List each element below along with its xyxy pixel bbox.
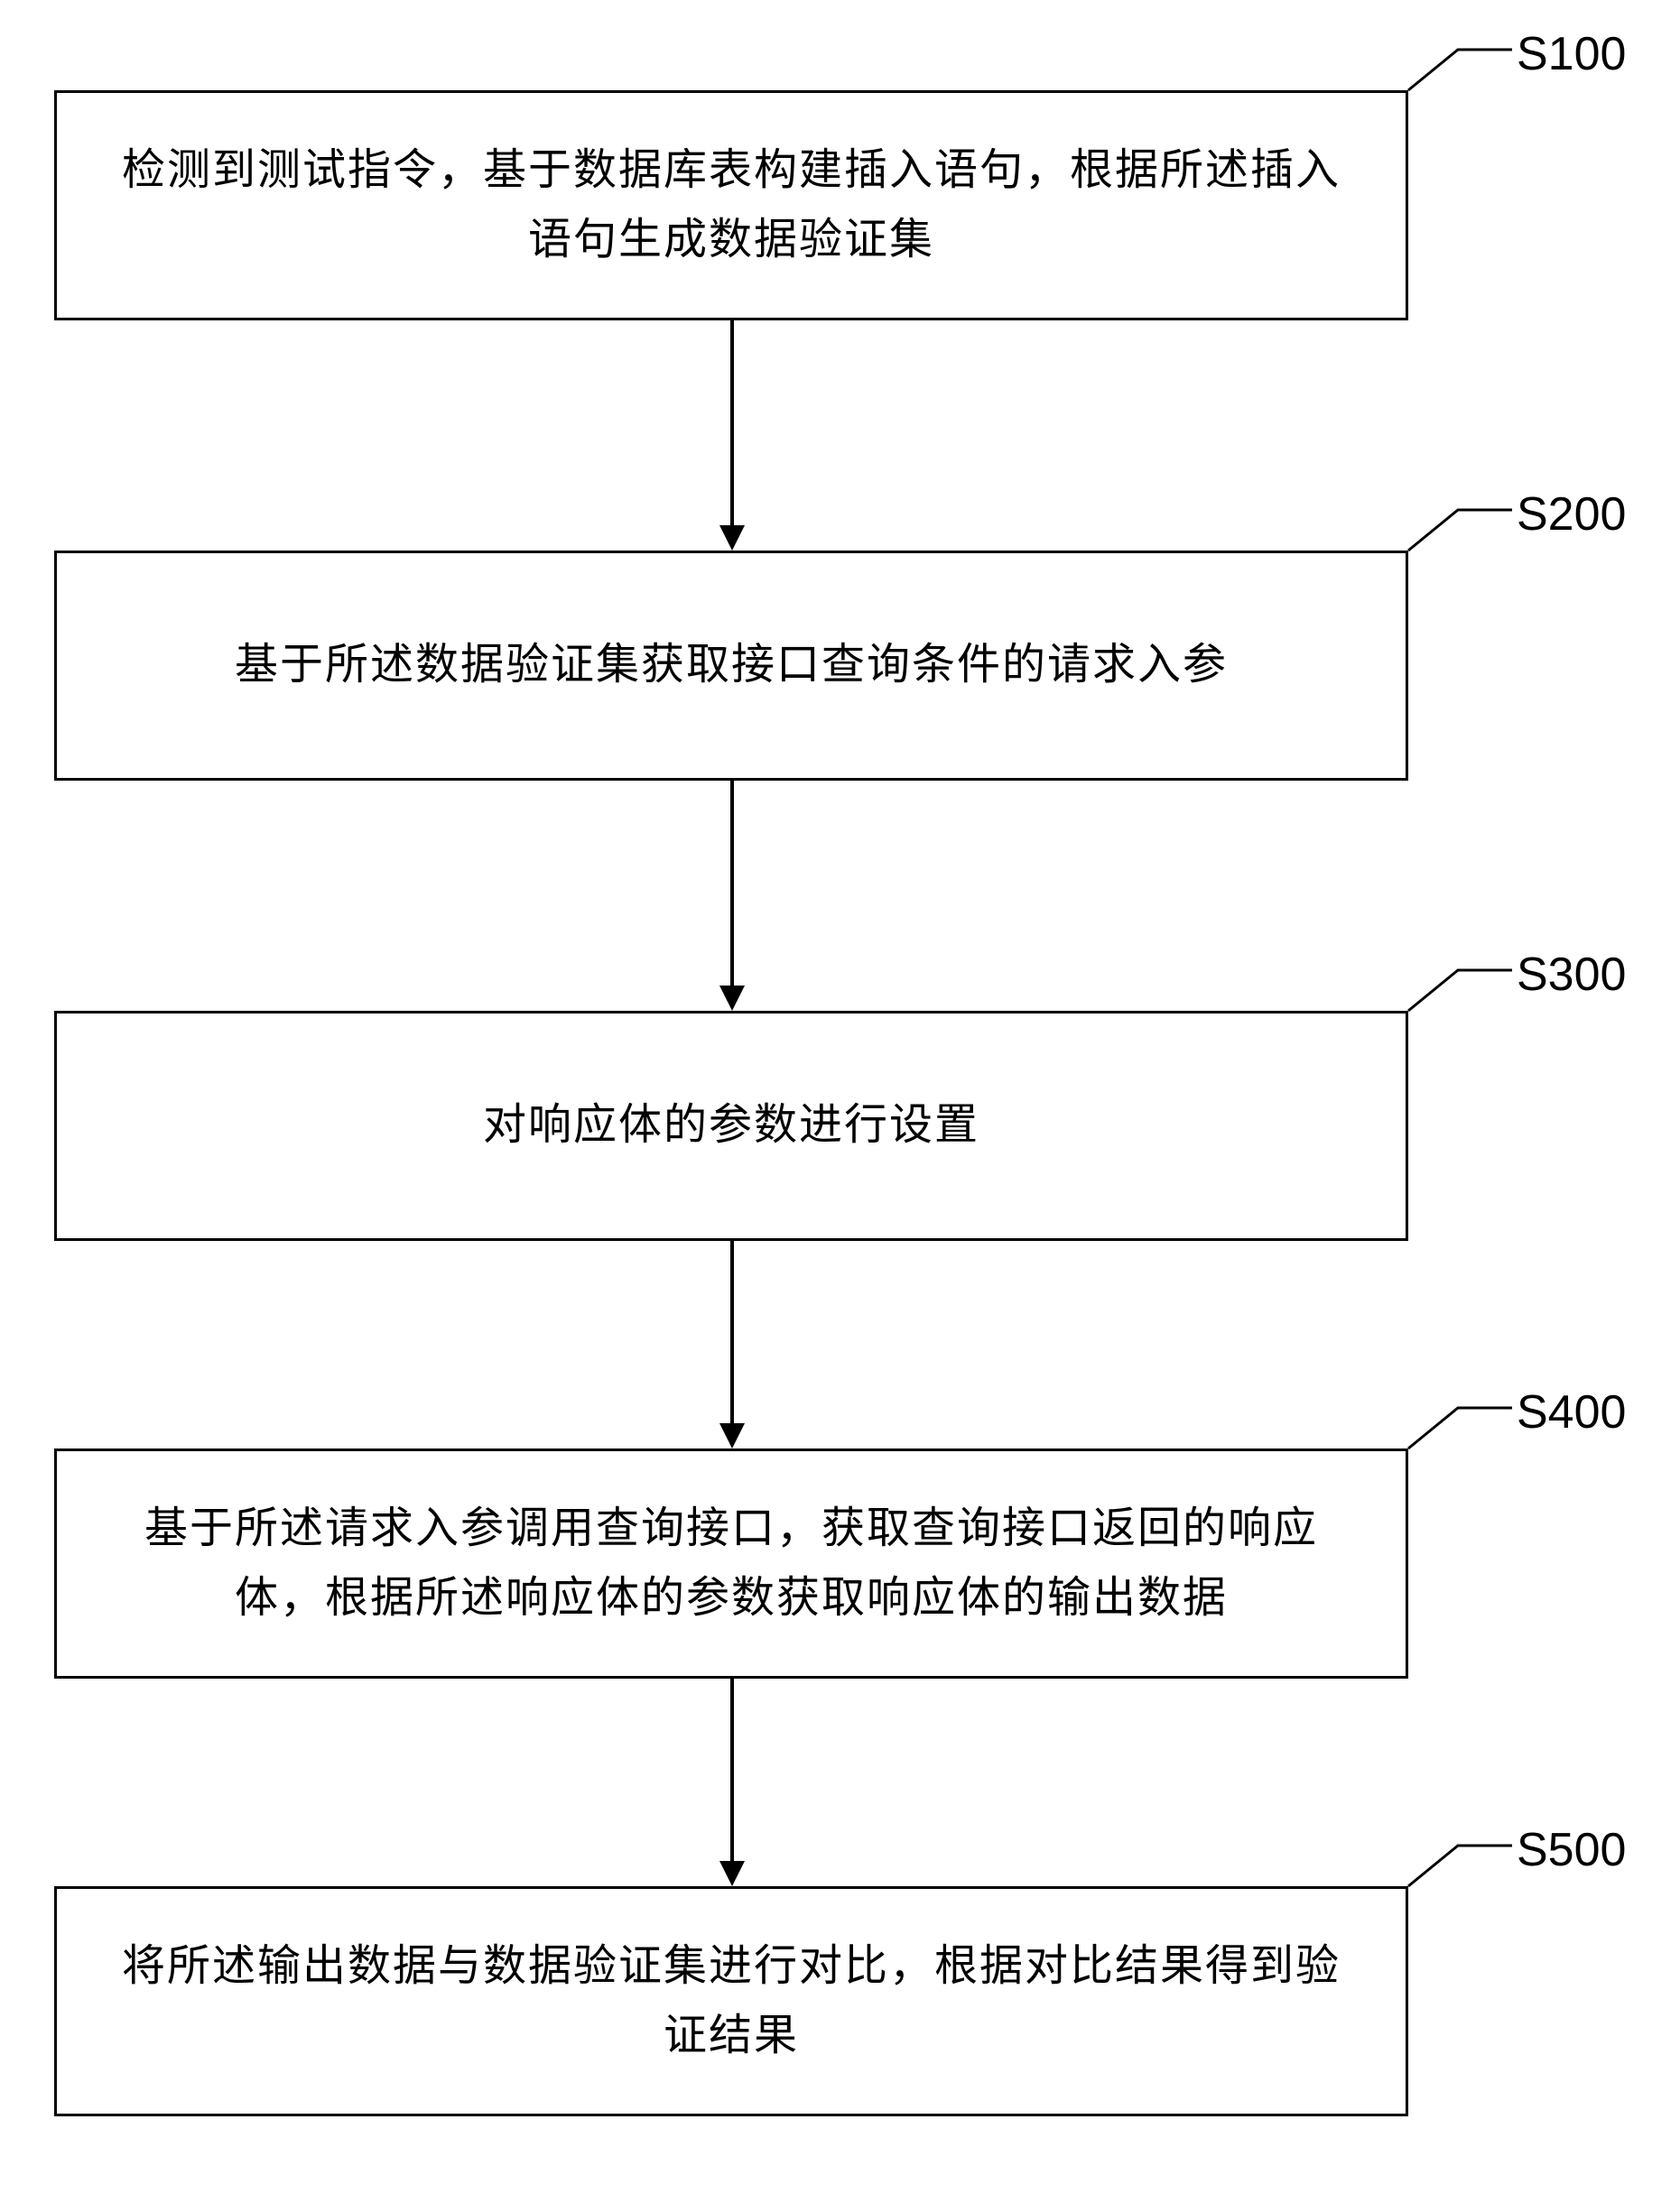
arrowhead-icon [719, 986, 745, 1011]
step-text: 基于所述数据验证集获取接口查询条件的请求入参 [235, 631, 1228, 700]
step-label-s500: S500 [1517, 1823, 1626, 1877]
callout-line-s300 [1404, 966, 1521, 1020]
step-label-s100: S100 [1517, 27, 1626, 81]
arrowhead-icon [719, 525, 745, 551]
arrow-s200-s300 [730, 781, 734, 986]
flow-step-s200: 基于所述数据验证集获取接口查询条件的请求入参 [54, 551, 1408, 781]
flow-step-s300: 对响应体的参数进行设置 [54, 1011, 1408, 1241]
step-label-s300: S300 [1517, 948, 1626, 1002]
callout-line-s400 [1404, 1403, 1521, 1458]
step-text: 基于所述请求入参调用查询接口，获取查询接口返回的响应体，根据所述响应体的参数获取… [102, 1495, 1360, 1634]
callout-line-s200 [1404, 505, 1521, 560]
flow-step-s500: 将所述输出数据与数据验证集进行对比，根据对比结果得到验证结果 [54, 1886, 1408, 2116]
callout-line-s500 [1404, 1841, 1521, 1895]
arrowhead-icon [719, 1423, 745, 1448]
arrow-s400-s500 [730, 1679, 734, 1861]
step-text: 检测到测试指令，基于数据库表构建插入语句，根据所述插入语句生成数据验证集 [102, 136, 1360, 275]
flow-step-s100: 检测到测试指令，基于数据库表构建插入语句，根据所述插入语句生成数据验证集 [54, 90, 1408, 320]
arrow-s300-s400 [730, 1241, 734, 1423]
callout-line-s100 [1404, 45, 1521, 99]
step-text: 对响应体的参数进行设置 [483, 1091, 979, 1161]
arrow-s100-s200 [730, 320, 734, 525]
step-text: 将所述输出数据与数据验证集进行对比，根据对比结果得到验证结果 [102, 1932, 1360, 2071]
step-label-s400: S400 [1517, 1385, 1626, 1439]
arrowhead-icon [719, 1861, 745, 1886]
step-label-s200: S200 [1517, 487, 1626, 541]
flow-step-s400: 基于所述请求入参调用查询接口，获取查询接口返回的响应体，根据所述响应体的参数获取… [54, 1448, 1408, 1679]
